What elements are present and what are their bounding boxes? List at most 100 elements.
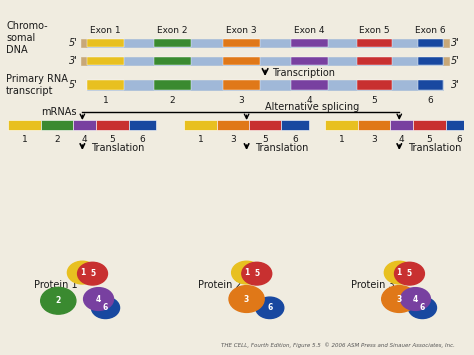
Bar	[87, 80, 124, 90]
Bar	[357, 80, 392, 90]
Bar	[217, 120, 249, 130]
Circle shape	[91, 297, 119, 318]
Text: Translation: Translation	[408, 143, 461, 153]
Text: THE CELL, Fourth Edition, Figure 5.5  © 2006 ASM Press and Sinauer Associates, I: THE CELL, Fourth Edition, Figure 5.5 © 2…	[221, 343, 455, 348]
Bar	[82, 57, 87, 65]
Bar	[9, 120, 41, 130]
Bar	[154, 80, 191, 90]
Text: Exon 5: Exon 5	[359, 26, 390, 35]
Bar	[154, 57, 191, 65]
Bar	[325, 120, 358, 130]
Bar	[128, 120, 156, 130]
Text: 5: 5	[262, 135, 268, 144]
Text: 3: 3	[371, 135, 377, 144]
Text: 4: 4	[96, 295, 101, 304]
Circle shape	[67, 261, 97, 284]
Text: 2: 2	[55, 296, 61, 305]
Text: 1: 1	[22, 135, 27, 144]
Text: Exon 6: Exon 6	[415, 26, 446, 35]
Text: 5': 5'	[451, 56, 460, 66]
Text: Transcription: Transcription	[272, 68, 335, 78]
Text: Translation: Translation	[255, 143, 308, 153]
Text: Exon 2: Exon 2	[157, 26, 188, 35]
Text: 4: 4	[306, 97, 312, 105]
Text: 1: 1	[102, 97, 109, 105]
Circle shape	[382, 286, 417, 312]
Text: 1: 1	[198, 135, 203, 144]
Bar	[418, 57, 443, 65]
Bar	[222, 57, 260, 65]
Text: 3': 3'	[69, 56, 78, 66]
Text: 1: 1	[244, 268, 249, 277]
Text: 4: 4	[399, 135, 404, 144]
Text: 4: 4	[413, 295, 418, 304]
Bar	[390, 120, 413, 130]
Text: 6: 6	[292, 135, 298, 144]
Bar	[222, 80, 260, 90]
Text: 6: 6	[103, 303, 108, 312]
Text: 6: 6	[428, 97, 433, 105]
Text: 1: 1	[338, 135, 344, 144]
Bar	[281, 120, 309, 130]
Bar	[418, 80, 443, 90]
Bar	[291, 80, 328, 90]
Bar	[443, 57, 449, 65]
Circle shape	[78, 262, 108, 285]
Bar	[82, 39, 87, 47]
Bar	[96, 120, 128, 130]
Bar	[357, 57, 392, 65]
Bar	[418, 39, 443, 47]
Text: 4: 4	[82, 135, 88, 144]
Text: 5': 5'	[69, 80, 78, 90]
Bar	[358, 120, 390, 130]
Text: 5: 5	[109, 135, 115, 144]
Bar	[87, 57, 124, 65]
Text: 5: 5	[372, 97, 377, 105]
Bar	[87, 57, 443, 65]
Text: 5': 5'	[69, 38, 78, 48]
Text: Chromo-
somal
DNA: Chromo- somal DNA	[6, 21, 48, 55]
Text: 5: 5	[90, 269, 95, 278]
Text: Primary RNA
transcript: Primary RNA transcript	[6, 74, 68, 97]
Text: Exon 1: Exon 1	[90, 26, 121, 35]
Circle shape	[83, 288, 113, 310]
Bar	[291, 39, 328, 47]
Bar	[73, 120, 96, 130]
Text: 6: 6	[267, 303, 273, 312]
Text: 2: 2	[170, 97, 175, 105]
Text: mRNAs: mRNAs	[41, 107, 76, 118]
Text: Protein 1: Protein 1	[34, 280, 77, 290]
Circle shape	[401, 288, 430, 310]
Circle shape	[394, 262, 424, 285]
Text: 5: 5	[254, 269, 259, 278]
Text: 3: 3	[230, 135, 236, 144]
Text: Protein 2: Protein 2	[198, 280, 242, 290]
Circle shape	[229, 286, 264, 312]
Circle shape	[408, 297, 437, 318]
Bar	[41, 120, 73, 130]
Bar	[443, 39, 449, 47]
Text: Exon 4: Exon 4	[294, 26, 324, 35]
Text: Protein 3: Protein 3	[351, 280, 394, 290]
Circle shape	[242, 262, 272, 285]
Text: 6: 6	[140, 135, 146, 144]
Bar	[184, 120, 217, 130]
Text: 3': 3'	[451, 80, 460, 90]
Text: 1: 1	[397, 268, 402, 277]
Bar	[249, 120, 281, 130]
Text: 5: 5	[427, 135, 432, 144]
Bar	[154, 39, 191, 47]
Bar	[446, 120, 474, 130]
Circle shape	[232, 261, 262, 284]
Circle shape	[41, 288, 76, 314]
Bar	[291, 57, 328, 65]
Circle shape	[255, 297, 284, 318]
Bar	[222, 39, 260, 47]
Bar	[357, 39, 392, 47]
Text: Alternative splicing: Alternative splicing	[265, 102, 359, 112]
Bar	[87, 39, 124, 47]
Circle shape	[384, 261, 414, 284]
Text: 3': 3'	[451, 38, 460, 48]
Text: 5: 5	[407, 269, 412, 278]
Text: Exon 3: Exon 3	[226, 26, 256, 35]
